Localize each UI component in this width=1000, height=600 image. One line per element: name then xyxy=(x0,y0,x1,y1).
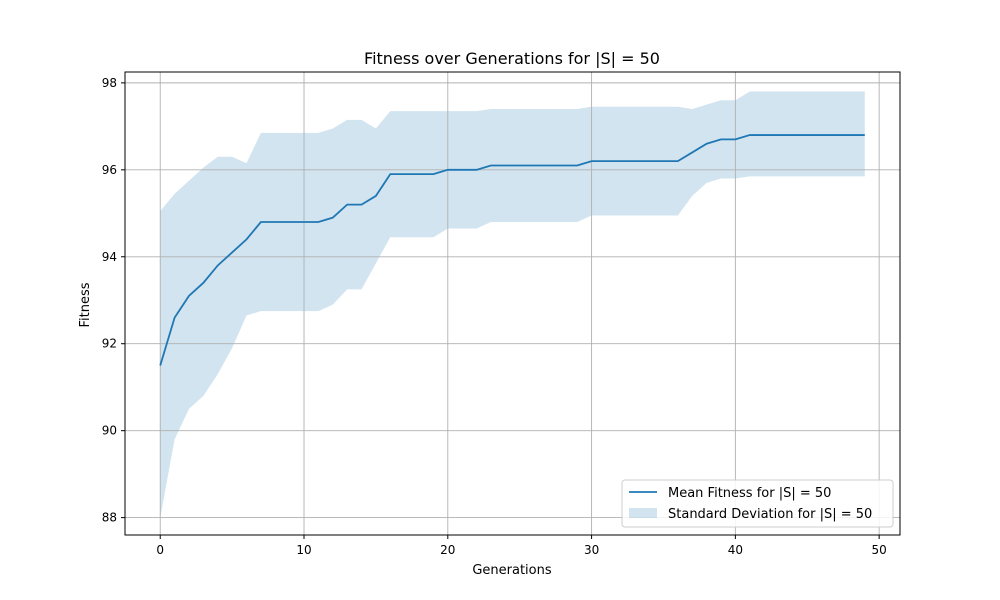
y-tick-label: 94 xyxy=(102,250,117,264)
y-axis-label: Fitness xyxy=(78,282,93,327)
y-tick-label: 92 xyxy=(102,337,117,351)
y-tick-label: 98 xyxy=(102,76,117,90)
std-band xyxy=(160,91,865,518)
legend: Mean Fitness for |S| = 50 Standard Deviat… xyxy=(621,479,894,528)
legend-label-std: Standard Deviation for |S| = 50 xyxy=(668,507,872,522)
legend-swatch-std xyxy=(629,508,657,518)
y-tick-label: 96 xyxy=(102,163,117,177)
x-tick-label: 0 xyxy=(156,543,164,557)
legend-box xyxy=(621,479,894,528)
chart-title: Fitness over Generations for |S| = 50 xyxy=(364,49,660,68)
x-tick-label: 50 xyxy=(872,543,887,557)
plot-frame xyxy=(124,71,901,536)
x-axis-label: Generations xyxy=(472,563,552,578)
legend-label-mean: Mean Fitness for |S| = 50 xyxy=(668,486,831,501)
y-tick-label: 90 xyxy=(102,424,117,438)
y-tick-label: 88 xyxy=(102,511,117,525)
x-tick-label: 30 xyxy=(584,543,599,557)
x-tick-label: 20 xyxy=(440,543,455,557)
mean-fitness-line xyxy=(159,134,865,366)
plot-area: 0 10 20 30 40 50 88 90 92 94 96 98 xyxy=(102,71,901,557)
x-tick-label: 10 xyxy=(296,543,311,557)
x-tick-label: 40 xyxy=(728,543,743,557)
